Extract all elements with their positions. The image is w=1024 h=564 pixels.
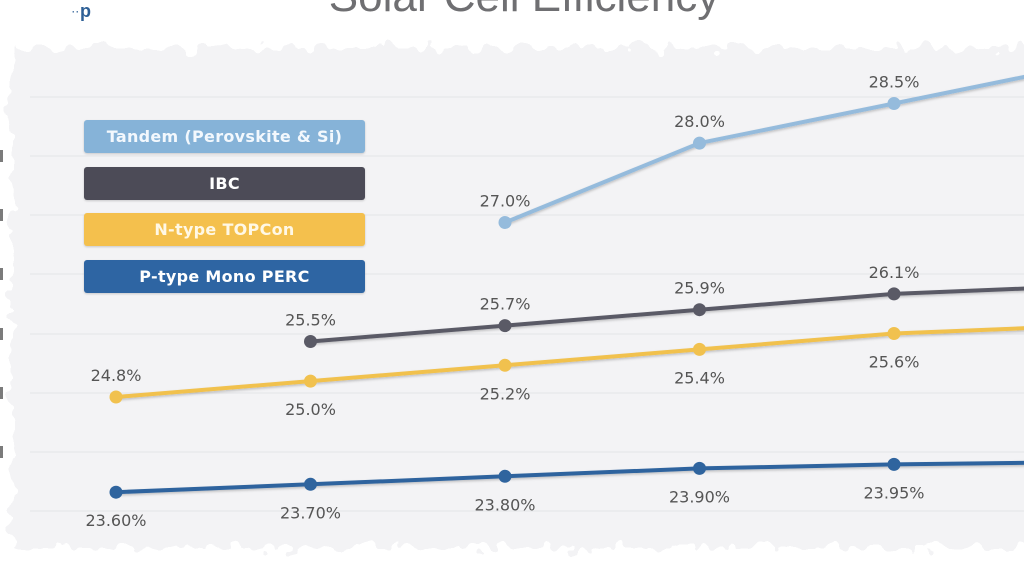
- y-axis-tick: [0, 209, 3, 221]
- data-point-tandem[interactable]: [887, 97, 901, 110]
- data-point-topcon[interactable]: [109, 390, 123, 404]
- data-point-perc[interactable]: [304, 477, 317, 491]
- y-axis-tick: [0, 387, 3, 399]
- series-line-tandem: [503, 74, 1024, 225]
- data-point-perc[interactable]: [693, 461, 706, 475]
- data-point-topcon[interactable]: [498, 358, 512, 372]
- series-ibc: [304, 286, 1024, 348]
- data-label-perc: 23.60%: [85, 511, 146, 530]
- data-label-ibc: 26.1%: [869, 263, 920, 282]
- series-tandem: [498, 74, 1024, 229]
- legend-item-topcon[interactable]: N-type TOPCon: [84, 213, 365, 246]
- data-point-ibc[interactable]: [887, 287, 901, 301]
- data-label-tandem: 28.5%: [869, 73, 920, 92]
- data-label-ibc: 25.7%: [480, 295, 531, 314]
- legend-item-perc[interactable]: P-type Mono PERC: [84, 260, 365, 293]
- data-label-tandem: 27.0%: [480, 192, 531, 211]
- label-layer: 27.0% 28.0% 28.5% 25.5% 25.7% 25.9% 26.1% 24.8%…: [85, 73, 924, 531]
- data-label-ibc: 25.9%: [674, 279, 725, 298]
- data-point-ibc[interactable]: [304, 335, 317, 348]
- data-label-topcon: 25.0%: [285, 400, 336, 419]
- data-label-perc: 23.80%: [474, 495, 535, 514]
- y-axis-tick: [0, 446, 3, 458]
- y-axis-tick: [0, 328, 3, 340]
- data-label-topcon: 25.4%: [674, 368, 725, 387]
- data-point-topcon[interactable]: [693, 342, 706, 356]
- data-label-perc: 23.70%: [280, 503, 341, 522]
- data-label-tandem: 28.0%: [674, 112, 725, 131]
- data-point-topcon[interactable]: [304, 374, 317, 388]
- chart-title: Solar Cell Efficiency: [0, 0, 1024, 28]
- logo-text: p: [80, 1, 91, 21]
- series-line-perc: [114, 460, 1024, 495]
- data-label-topcon: 24.8%: [91, 366, 142, 385]
- data-point-perc[interactable]: [498, 469, 512, 483]
- data-point-ibc[interactable]: [693, 303, 706, 317]
- data-point-topcon[interactable]: [887, 327, 901, 340]
- data-point-perc[interactable]: [887, 457, 901, 471]
- data-point-ibc[interactable]: [498, 319, 512, 333]
- data-label-topcon: 25.2%: [480, 384, 531, 403]
- data-point-tandem[interactable]: [693, 136, 706, 150]
- data-label-perc: 23.90%: [669, 487, 730, 506]
- data-label-ibc: 25.5%: [285, 311, 336, 330]
- logo: ··p: [72, 1, 91, 21]
- data-point-tandem[interactable]: [498, 216, 512, 229]
- series-line-topcon: [114, 326, 1024, 399]
- series-perc: [109, 457, 1024, 499]
- legend-item-tandem[interactable]: Tandem (Perovskite & Si): [84, 120, 365, 153]
- data-point-perc[interactable]: [109, 485, 123, 499]
- y-axis-tick: [0, 150, 3, 162]
- y-axis-tick: [0, 268, 3, 280]
- data-label-perc: 23.95%: [863, 483, 924, 502]
- data-label-topcon: 25.6%: [869, 353, 920, 372]
- series-topcon: [109, 326, 1024, 404]
- series-layer: [109, 74, 1024, 499]
- legend-item-ibc[interactable]: IBC: [84, 167, 365, 200]
